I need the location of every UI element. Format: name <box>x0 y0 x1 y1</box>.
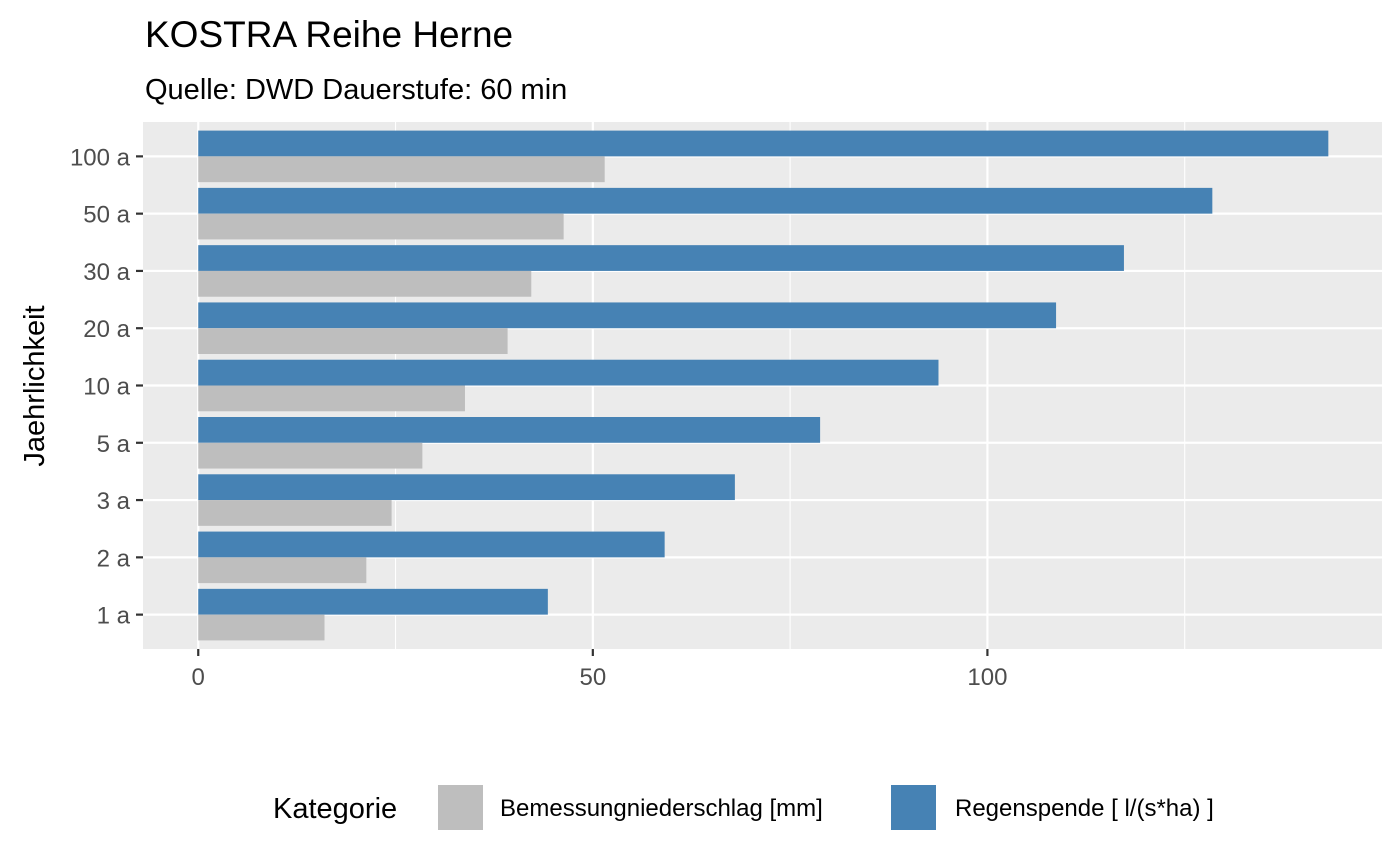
bar-regenspende <box>198 588 548 615</box>
x-axis: 0 50 100 <box>192 649 1007 691</box>
legend-label-regenspende: Regenspende [ l/(s*ha) ] <box>955 795 1214 822</box>
x-tick-label: 0 <box>192 664 205 691</box>
y-tick-label: 100 a <box>70 144 131 171</box>
legend: Kategorie Bemessungniederschlag [mm] Reg… <box>273 785 1214 830</box>
chart-subtitle: Quelle: DWD Dauerstufe: 60 min <box>145 74 567 106</box>
bars <box>198 130 1329 641</box>
bar-bemessungniederschlag <box>198 614 325 641</box>
bar-regenspende <box>198 245 1124 271</box>
y-tick-label: 50 a <box>83 202 130 229</box>
bar-bemessungniederschlag <box>198 557 367 584</box>
bar-regenspende <box>198 302 1057 329</box>
y-tick-label: 10 a <box>83 374 130 401</box>
bar-bemessungniederschlag <box>198 442 423 469</box>
bar-regenspende <box>198 187 1213 214</box>
legend-title: Kategorie <box>273 793 397 825</box>
bar-bemessungniederschlag <box>198 213 564 240</box>
bar-regenspende <box>198 417 821 443</box>
y-tick-label: 2 a <box>97 545 131 572</box>
bar-bemessungniederschlag <box>198 328 508 354</box>
legend-key-bemessungniederschlag <box>438 785 483 830</box>
chart-title: KOSTRA Reihe Herne <box>145 14 513 55</box>
y-tick-label: 3 a <box>97 488 131 515</box>
bar-bemessungniederschlag <box>198 500 392 526</box>
bar-regenspende <box>198 130 1329 157</box>
y-tick-label: 5 a <box>97 431 131 458</box>
bar-regenspende <box>198 359 939 386</box>
bar-bemessungniederschlag <box>198 270 532 297</box>
legend-label-bemessungniederschlag: Bemessungniederschlag [mm] <box>500 795 823 822</box>
bar-bemessungniederschlag <box>198 156 605 183</box>
legend-key-regenspende <box>891 785 936 830</box>
bar-bemessungniederschlag <box>198 385 465 412</box>
y-tick-label: 1 a <box>97 603 131 630</box>
bar-regenspende <box>198 474 735 501</box>
y-tick-label: 20 a <box>83 316 130 343</box>
x-tick-label: 100 <box>967 664 1007 691</box>
y-axis-title: Jaehrlichkeit <box>19 305 51 466</box>
bar-regenspende <box>198 531 665 558</box>
y-tick-label: 30 a <box>83 259 130 286</box>
x-tick-label: 50 <box>579 664 606 691</box>
y-axis: 1 a 2 a 3 a 5 a 10 a 20 a 30 a 50 a 100 a <box>70 144 143 630</box>
